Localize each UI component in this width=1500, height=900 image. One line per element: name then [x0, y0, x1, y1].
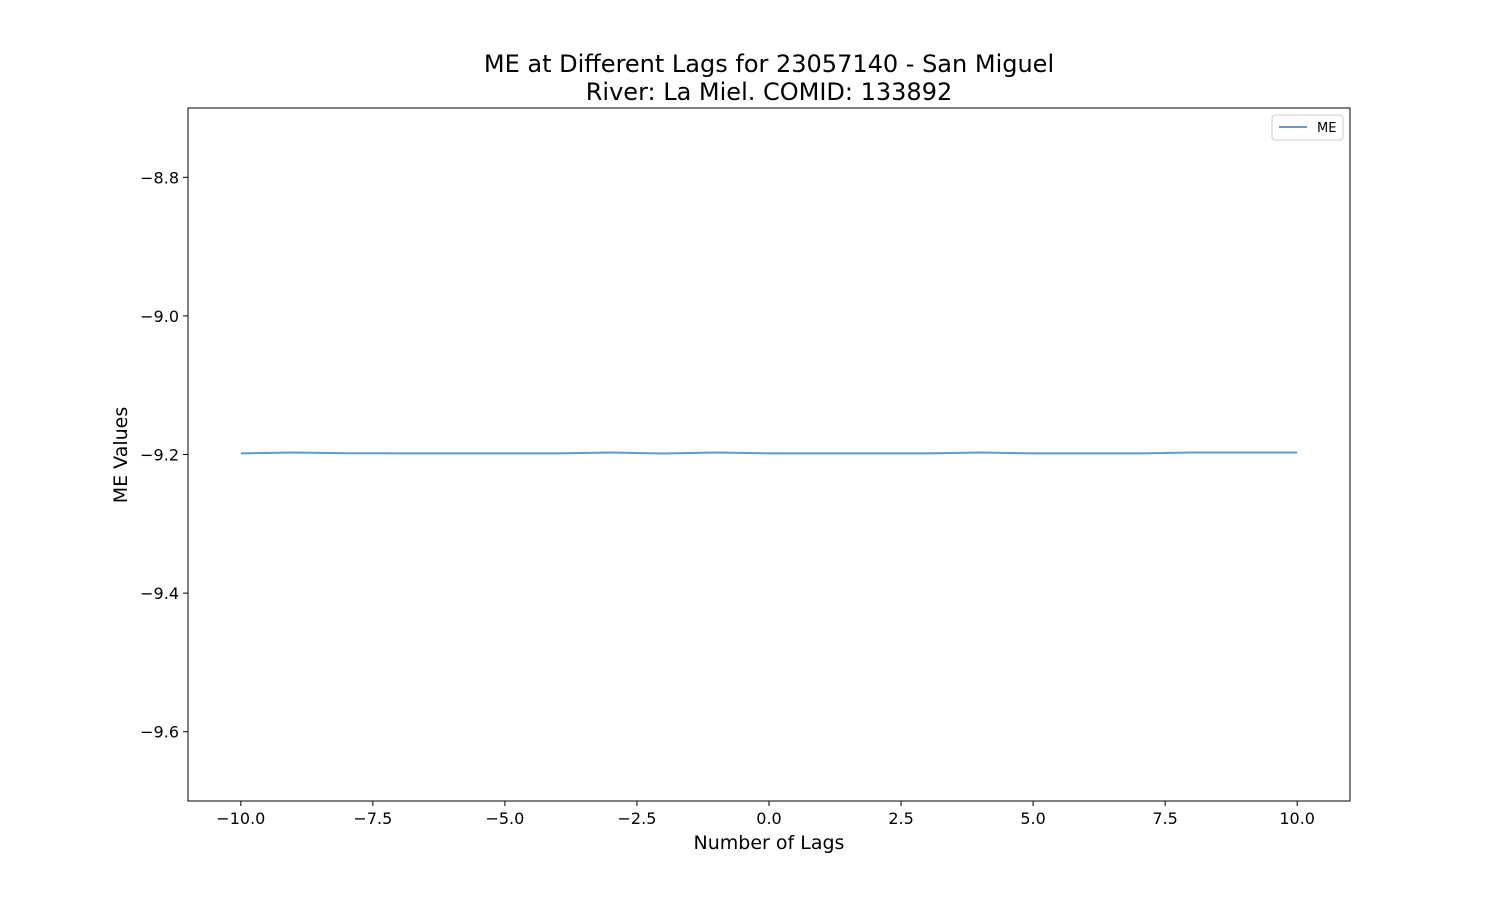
x-tick-label: −7.5: [353, 809, 392, 828]
series-line-me: [240, 451, 1298, 455]
y-tick-label: −9.2: [140, 446, 179, 465]
x-tick-label: −5.0: [485, 809, 524, 828]
y-axis-label: ME Values: [110, 407, 132, 504]
x-tick-label: 2.5: [888, 809, 913, 828]
y-tick-label: −9.4: [140, 584, 179, 603]
x-axis-label: Number of Lags: [694, 832, 845, 854]
x-tick-label: −10.0: [216, 809, 265, 828]
x-tick-label: 0.0: [756, 809, 781, 828]
plot-frame: [187, 107, 1351, 802]
x-tick-label: 10.0: [1279, 809, 1315, 828]
legend: ME: [1271, 114, 1344, 141]
chart-title-line-1: ME at Different Lags for 23057140 - San …: [484, 50, 1054, 78]
y-tick-label: −9.0: [140, 307, 179, 326]
x-tick-label: 5.0: [1020, 809, 1045, 828]
legend-label-me: ME: [1317, 121, 1336, 136]
y-tick-label: −8.8: [140, 168, 179, 187]
y-tick-label: −9.6: [140, 723, 179, 742]
x-axis-ticks: −10.0 −7.5 −5.0 −2.5 0.0 2.5 5.0 7.5 10.0: [216, 801, 1315, 828]
legend-box: [1271, 114, 1344, 141]
x-tick-label: −2.5: [618, 809, 657, 828]
x-tick-label: 7.5: [1152, 809, 1177, 828]
plot-area: [240, 451, 1298, 455]
y-axis-ticks: −9.6 −9.4 −9.2 −9.0 −8.8: [140, 168, 188, 742]
chart-title-line-2: River: La Miel. COMID: 133892: [586, 78, 953, 106]
